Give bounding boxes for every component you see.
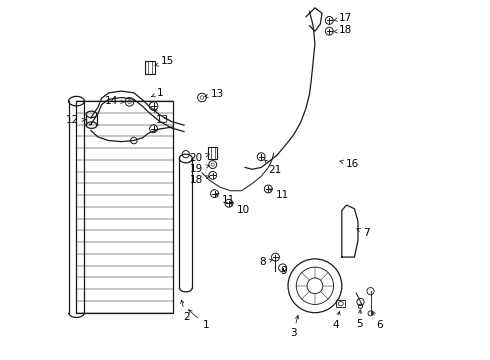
Text: 4: 4: [332, 311, 340, 330]
Text: 14: 14: [104, 96, 124, 106]
Text: 19: 19: [190, 164, 209, 174]
Text: 21: 21: [265, 160, 282, 175]
Text: 1: 1: [189, 310, 209, 330]
Text: 8: 8: [259, 257, 272, 267]
Text: 11: 11: [270, 189, 289, 200]
Text: 13: 13: [154, 109, 169, 125]
Text: 1: 1: [151, 88, 164, 98]
Text: 18: 18: [190, 175, 209, 185]
Text: 2: 2: [181, 300, 190, 322]
Text: 17: 17: [333, 13, 352, 23]
Text: 7: 7: [357, 228, 370, 238]
Text: 18: 18: [333, 25, 352, 35]
Text: 5: 5: [356, 310, 363, 329]
Text: 10: 10: [230, 203, 250, 216]
Text: 20: 20: [190, 153, 209, 163]
Text: 12: 12: [66, 115, 85, 125]
Text: 9: 9: [280, 266, 287, 276]
Text: 3: 3: [290, 315, 299, 338]
Text: 16: 16: [340, 159, 359, 169]
Text: 6: 6: [372, 311, 383, 330]
Text: 15: 15: [155, 56, 174, 66]
Text: 13: 13: [205, 89, 224, 99]
Text: 11: 11: [216, 194, 235, 205]
